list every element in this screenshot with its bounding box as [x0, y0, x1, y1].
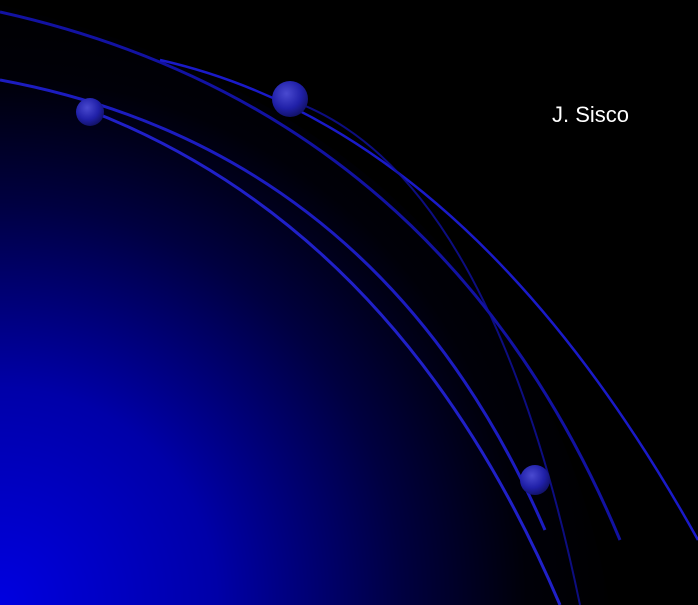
- orb: [76, 98, 104, 126]
- author-name: J. Sisco: [552, 104, 629, 126]
- orb: [520, 465, 550, 495]
- orb: [272, 81, 308, 117]
